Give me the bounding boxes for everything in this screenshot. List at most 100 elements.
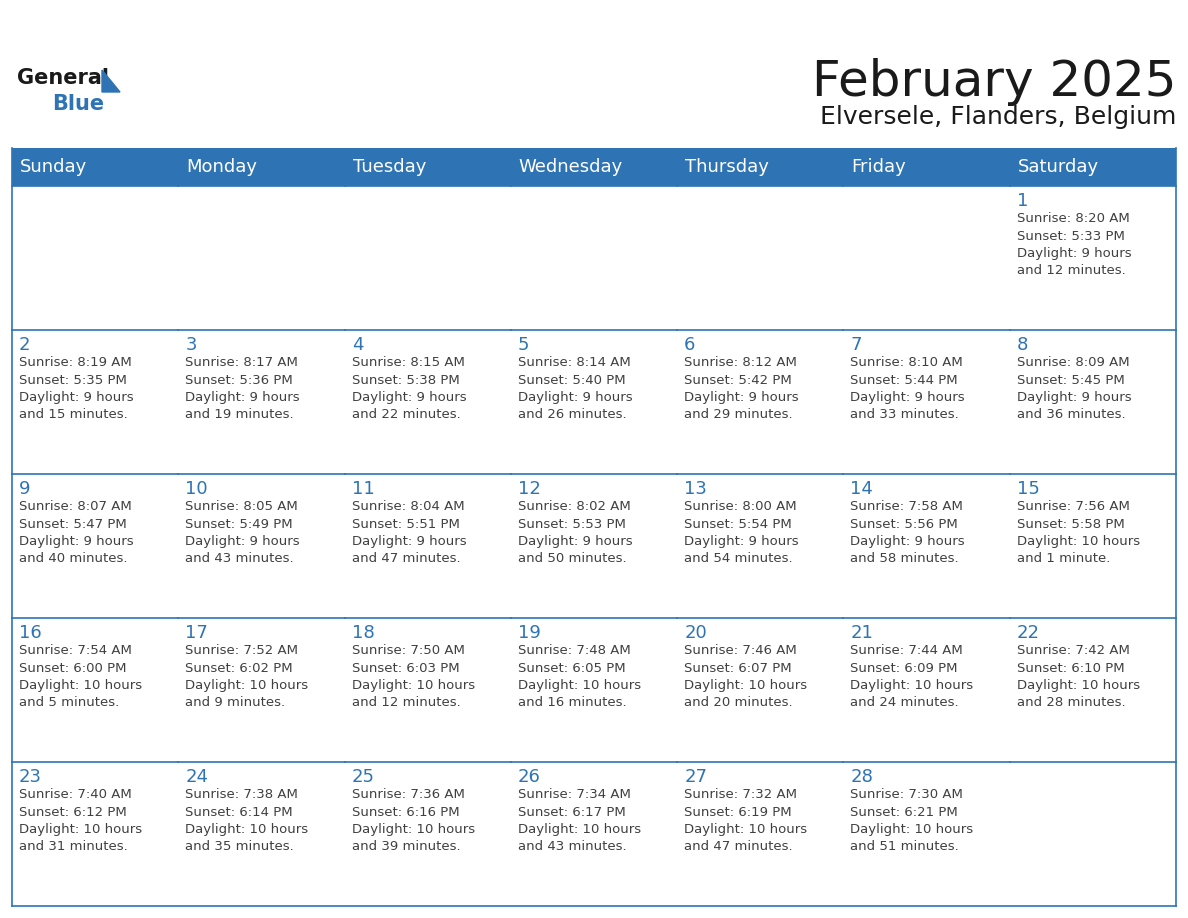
Text: Sunrise: 8:04 AM
Sunset: 5:51 PM
Daylight: 9 hours
and 47 minutes.: Sunrise: 8:04 AM Sunset: 5:51 PM Dayligh… <box>352 500 466 565</box>
Text: 10: 10 <box>185 480 208 498</box>
Text: Sunrise: 7:52 AM
Sunset: 6:02 PM
Daylight: 10 hours
and 9 minutes.: Sunrise: 7:52 AM Sunset: 6:02 PM Dayligh… <box>185 644 309 710</box>
Text: 27: 27 <box>684 768 707 786</box>
Bar <box>1010 618 1176 762</box>
Text: 7: 7 <box>851 336 862 354</box>
Text: Sunrise: 8:14 AM
Sunset: 5:40 PM
Daylight: 9 hours
and 26 minutes.: Sunrise: 8:14 AM Sunset: 5:40 PM Dayligh… <box>518 356 632 421</box>
Bar <box>12 474 178 618</box>
Bar <box>677 474 843 618</box>
Bar <box>178 762 345 906</box>
Bar <box>843 474 1010 618</box>
Text: Saturday: Saturday <box>1018 158 1099 176</box>
Bar <box>511 186 677 330</box>
Text: 25: 25 <box>352 768 374 786</box>
Text: 17: 17 <box>185 624 208 642</box>
Text: Sunrise: 7:40 AM
Sunset: 6:12 PM
Daylight: 10 hours
and 31 minutes.: Sunrise: 7:40 AM Sunset: 6:12 PM Dayligh… <box>19 788 143 854</box>
Text: 15: 15 <box>1017 480 1040 498</box>
Polygon shape <box>102 70 120 92</box>
Bar <box>843 330 1010 474</box>
Text: 9: 9 <box>19 480 31 498</box>
Text: Blue: Blue <box>52 94 105 114</box>
Text: Sunrise: 8:10 AM
Sunset: 5:44 PM
Daylight: 9 hours
and 33 minutes.: Sunrise: 8:10 AM Sunset: 5:44 PM Dayligh… <box>851 356 965 421</box>
Bar <box>677 186 843 330</box>
Text: 22: 22 <box>1017 624 1040 642</box>
Bar <box>12 618 178 762</box>
Text: Sunrise: 7:42 AM
Sunset: 6:10 PM
Daylight: 10 hours
and 28 minutes.: Sunrise: 7:42 AM Sunset: 6:10 PM Dayligh… <box>1017 644 1139 710</box>
Text: 3: 3 <box>185 336 197 354</box>
Bar <box>12 762 178 906</box>
Text: 18: 18 <box>352 624 374 642</box>
Bar <box>345 762 511 906</box>
Text: 14: 14 <box>851 480 873 498</box>
Text: Sunrise: 8:20 AM
Sunset: 5:33 PM
Daylight: 9 hours
and 12 minutes.: Sunrise: 8:20 AM Sunset: 5:33 PM Dayligh… <box>1017 212 1131 277</box>
Text: 28: 28 <box>851 768 873 786</box>
Text: Sunrise: 8:15 AM
Sunset: 5:38 PM
Daylight: 9 hours
and 22 minutes.: Sunrise: 8:15 AM Sunset: 5:38 PM Dayligh… <box>352 356 466 421</box>
Bar <box>178 618 345 762</box>
Bar <box>1010 474 1176 618</box>
Bar <box>178 186 345 330</box>
Text: 19: 19 <box>518 624 541 642</box>
Text: Sunrise: 7:44 AM
Sunset: 6:09 PM
Daylight: 10 hours
and 24 minutes.: Sunrise: 7:44 AM Sunset: 6:09 PM Dayligh… <box>851 644 973 710</box>
Bar <box>511 762 677 906</box>
Bar <box>511 618 677 762</box>
Text: Wednesday: Wednesday <box>519 158 624 176</box>
Text: Monday: Monday <box>187 158 258 176</box>
Text: Sunrise: 8:07 AM
Sunset: 5:47 PM
Daylight: 9 hours
and 40 minutes.: Sunrise: 8:07 AM Sunset: 5:47 PM Dayligh… <box>19 500 133 565</box>
Text: General: General <box>17 68 109 88</box>
Bar <box>1010 762 1176 906</box>
Text: Sunday: Sunday <box>20 158 87 176</box>
Bar <box>12 330 178 474</box>
Text: Sunrise: 8:05 AM
Sunset: 5:49 PM
Daylight: 9 hours
and 43 minutes.: Sunrise: 8:05 AM Sunset: 5:49 PM Dayligh… <box>185 500 299 565</box>
Text: Tuesday: Tuesday <box>353 158 426 176</box>
Text: 12: 12 <box>518 480 541 498</box>
Text: Sunrise: 8:02 AM
Sunset: 5:53 PM
Daylight: 9 hours
and 50 minutes.: Sunrise: 8:02 AM Sunset: 5:53 PM Dayligh… <box>518 500 632 565</box>
Text: 20: 20 <box>684 624 707 642</box>
Bar <box>345 618 511 762</box>
Text: Sunrise: 7:48 AM
Sunset: 6:05 PM
Daylight: 10 hours
and 16 minutes.: Sunrise: 7:48 AM Sunset: 6:05 PM Dayligh… <box>518 644 642 710</box>
Bar <box>1010 186 1176 330</box>
Text: 21: 21 <box>851 624 873 642</box>
Text: Sunrise: 7:50 AM
Sunset: 6:03 PM
Daylight: 10 hours
and 12 minutes.: Sunrise: 7:50 AM Sunset: 6:03 PM Dayligh… <box>352 644 475 710</box>
Text: Sunrise: 7:56 AM
Sunset: 5:58 PM
Daylight: 10 hours
and 1 minute.: Sunrise: 7:56 AM Sunset: 5:58 PM Dayligh… <box>1017 500 1139 565</box>
Text: 8: 8 <box>1017 336 1028 354</box>
Text: Sunrise: 7:58 AM
Sunset: 5:56 PM
Daylight: 9 hours
and 58 minutes.: Sunrise: 7:58 AM Sunset: 5:56 PM Dayligh… <box>851 500 965 565</box>
Bar <box>677 618 843 762</box>
Text: 24: 24 <box>185 768 208 786</box>
Text: 11: 11 <box>352 480 374 498</box>
Text: Sunrise: 8:19 AM
Sunset: 5:35 PM
Daylight: 9 hours
and 15 minutes.: Sunrise: 8:19 AM Sunset: 5:35 PM Dayligh… <box>19 356 133 421</box>
Text: Sunrise: 8:09 AM
Sunset: 5:45 PM
Daylight: 9 hours
and 36 minutes.: Sunrise: 8:09 AM Sunset: 5:45 PM Dayligh… <box>1017 356 1131 421</box>
Bar <box>12 148 1176 186</box>
Bar <box>178 330 345 474</box>
Text: Sunrise: 7:38 AM
Sunset: 6:14 PM
Daylight: 10 hours
and 35 minutes.: Sunrise: 7:38 AM Sunset: 6:14 PM Dayligh… <box>185 788 309 854</box>
Text: 2: 2 <box>19 336 31 354</box>
Bar <box>677 330 843 474</box>
Text: 5: 5 <box>518 336 530 354</box>
Text: 23: 23 <box>19 768 42 786</box>
Text: Sunrise: 7:30 AM
Sunset: 6:21 PM
Daylight: 10 hours
and 51 minutes.: Sunrise: 7:30 AM Sunset: 6:21 PM Dayligh… <box>851 788 973 854</box>
Text: 4: 4 <box>352 336 364 354</box>
Bar <box>345 474 511 618</box>
Text: 6: 6 <box>684 336 695 354</box>
Text: Sunrise: 7:54 AM
Sunset: 6:00 PM
Daylight: 10 hours
and 5 minutes.: Sunrise: 7:54 AM Sunset: 6:00 PM Dayligh… <box>19 644 143 710</box>
Bar <box>843 186 1010 330</box>
Bar <box>843 618 1010 762</box>
Text: 1: 1 <box>1017 192 1028 210</box>
Bar <box>511 330 677 474</box>
Bar <box>178 474 345 618</box>
Text: Sunrise: 8:17 AM
Sunset: 5:36 PM
Daylight: 9 hours
and 19 minutes.: Sunrise: 8:17 AM Sunset: 5:36 PM Dayligh… <box>185 356 299 421</box>
Text: Friday: Friday <box>852 158 906 176</box>
Text: 16: 16 <box>19 624 42 642</box>
Text: February 2025: February 2025 <box>811 58 1176 106</box>
Bar <box>677 762 843 906</box>
Bar <box>511 474 677 618</box>
Text: Sunrise: 8:12 AM
Sunset: 5:42 PM
Daylight: 9 hours
and 29 minutes.: Sunrise: 8:12 AM Sunset: 5:42 PM Dayligh… <box>684 356 798 421</box>
Text: Sunrise: 7:36 AM
Sunset: 6:16 PM
Daylight: 10 hours
and 39 minutes.: Sunrise: 7:36 AM Sunset: 6:16 PM Dayligh… <box>352 788 475 854</box>
Text: Sunrise: 7:46 AM
Sunset: 6:07 PM
Daylight: 10 hours
and 20 minutes.: Sunrise: 7:46 AM Sunset: 6:07 PM Dayligh… <box>684 644 808 710</box>
Text: 13: 13 <box>684 480 707 498</box>
Text: Sunrise: 7:34 AM
Sunset: 6:17 PM
Daylight: 10 hours
and 43 minutes.: Sunrise: 7:34 AM Sunset: 6:17 PM Dayligh… <box>518 788 642 854</box>
Bar <box>843 762 1010 906</box>
Bar <box>345 330 511 474</box>
Text: Sunrise: 7:32 AM
Sunset: 6:19 PM
Daylight: 10 hours
and 47 minutes.: Sunrise: 7:32 AM Sunset: 6:19 PM Dayligh… <box>684 788 808 854</box>
Text: Elversele, Flanders, Belgium: Elversele, Flanders, Belgium <box>820 105 1176 129</box>
Text: Thursday: Thursday <box>685 158 769 176</box>
Bar <box>12 186 178 330</box>
